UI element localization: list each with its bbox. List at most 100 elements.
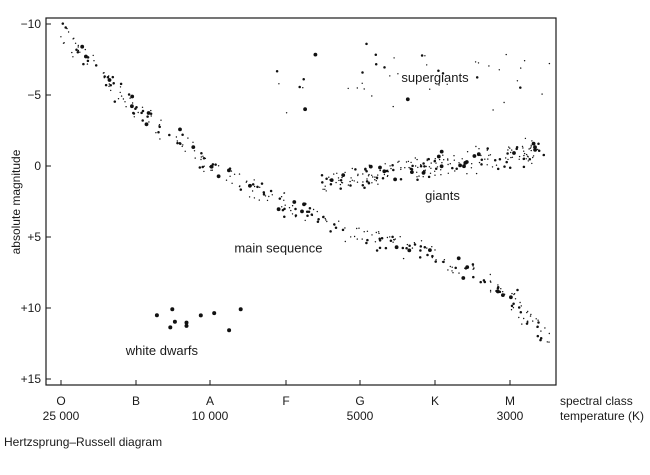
star-point-giants	[532, 155, 535, 157]
star-point-main-sequence	[231, 182, 233, 184]
star-point-giants	[386, 175, 389, 178]
star-point-main-sequence	[529, 315, 532, 317]
star-point-main-sequence	[104, 83, 108, 87]
star-point-main-sequence	[344, 227, 346, 229]
star-point-main-sequence	[548, 332, 550, 335]
star-point-main-sequence	[365, 241, 368, 245]
star-point-supergiants	[374, 62, 378, 66]
star-point-main-sequence	[392, 241, 394, 243]
star-point-supergiants	[363, 88, 365, 90]
star-point-main-sequence	[67, 31, 70, 33]
star-point-main-sequence	[449, 265, 451, 268]
star-point-main-sequence	[181, 133, 184, 137]
star-point-main-sequence	[458, 272, 460, 274]
star-point-main-sequence	[132, 112, 136, 115]
star-point-giants	[453, 155, 455, 157]
star-point-supergiants	[356, 87, 358, 89]
star-point-giants	[333, 173, 335, 175]
star-point-giants	[410, 161, 412, 164]
star-point-main-sequence	[251, 190, 254, 192]
star-point-giants	[470, 167, 473, 169]
star-point-main-sequence	[264, 195, 267, 197]
star-point-main-sequence	[94, 64, 98, 67]
star-point-giants	[503, 165, 506, 168]
star-point-main-sequence	[113, 100, 117, 103]
star-point-main-sequence	[521, 323, 523, 325]
star-point-giants	[525, 158, 527, 160]
star-point-giants	[368, 181, 370, 183]
star-point-main-sequence	[334, 226, 338, 229]
star-point-main-sequence	[176, 140, 178, 142]
star-point-giants	[436, 166, 439, 168]
star-point-giants	[523, 150, 525, 152]
star-point-giants	[416, 158, 418, 161]
star-point-main-sequence	[523, 317, 525, 320]
star-point-main-sequence	[86, 63, 89, 65]
star-point-main-sequence	[253, 197, 256, 199]
star-point-main-sequence	[200, 151, 203, 155]
star-point-main-sequence	[537, 319, 539, 321]
star-point-giants	[489, 154, 492, 156]
star-point-giants	[495, 164, 498, 166]
star-point-main-sequence	[120, 95, 123, 97]
star-point-giants	[498, 158, 502, 161]
star-point-main-sequence	[384, 246, 388, 250]
star-point-giants	[531, 162, 533, 165]
star-point-white-dwarfs	[154, 313, 159, 318]
star-point-giants	[478, 161, 481, 164]
star-point-giants	[488, 154, 490, 157]
star-point-giants	[510, 156, 512, 159]
star-point-giants	[509, 147, 511, 149]
star-point-main-sequence	[317, 217, 320, 221]
star-point-giants	[522, 157, 526, 161]
star-point-giants	[493, 159, 497, 162]
star-point-main-sequence	[386, 236, 389, 239]
star-point-main-sequence	[150, 115, 152, 117]
star-point-main-sequence	[176, 141, 179, 145]
star-point-giants	[324, 185, 326, 187]
star-point-main-sequence	[452, 272, 454, 274]
star-point-supergiants	[516, 80, 519, 82]
star-point-main-sequence	[194, 157, 196, 159]
star-point-giants	[324, 188, 326, 190]
star-point-main-sequence	[93, 60, 95, 62]
star-points	[60, 22, 551, 343]
star-point-giants	[524, 137, 527, 140]
star-point-main-sequence	[200, 156, 202, 158]
annotation-supergiants: supergiants	[401, 70, 469, 85]
star-point-main-sequence	[82, 62, 85, 66]
star-point-giants	[416, 171, 418, 173]
spectral-class-label: O	[56, 394, 65, 408]
star-point-main-sequence	[519, 301, 521, 304]
star-point-giants	[521, 145, 524, 148]
star-point-main-sequence	[248, 183, 252, 188]
star-point-giants	[529, 147, 532, 149]
star-point-giants	[522, 165, 526, 169]
star-point-main-sequence	[356, 238, 358, 240]
star-point-giants	[390, 167, 392, 170]
star-point-giants	[441, 162, 443, 164]
star-point-giants	[338, 179, 340, 182]
star-point-giants	[394, 179, 396, 181]
spectral-class-label: A	[206, 394, 214, 408]
spectral-class-label: F	[282, 394, 289, 408]
star-point-giants	[512, 151, 516, 155]
star-point-main-sequence	[426, 253, 429, 257]
star-point-main-sequence	[516, 288, 519, 292]
star-point-supergiants	[503, 101, 505, 104]
star-point-main-sequence	[77, 44, 80, 47]
star-point-main-sequence	[472, 275, 475, 279]
star-point-supergiants	[441, 72, 445, 75]
star-point-supergiants	[374, 53, 378, 57]
star-point-giants	[344, 171, 346, 174]
star-point-giants	[376, 178, 378, 180]
star-point-giants	[476, 152, 481, 157]
star-point-supergiants	[389, 75, 391, 77]
star-point-main-sequence	[419, 249, 422, 252]
star-point-main-sequence	[253, 185, 256, 188]
star-point-giants	[400, 168, 402, 171]
star-point-main-sequence	[536, 326, 538, 329]
star-point-giants	[505, 160, 508, 164]
star-point-giants	[356, 181, 359, 183]
star-point-main-sequence	[473, 267, 475, 269]
